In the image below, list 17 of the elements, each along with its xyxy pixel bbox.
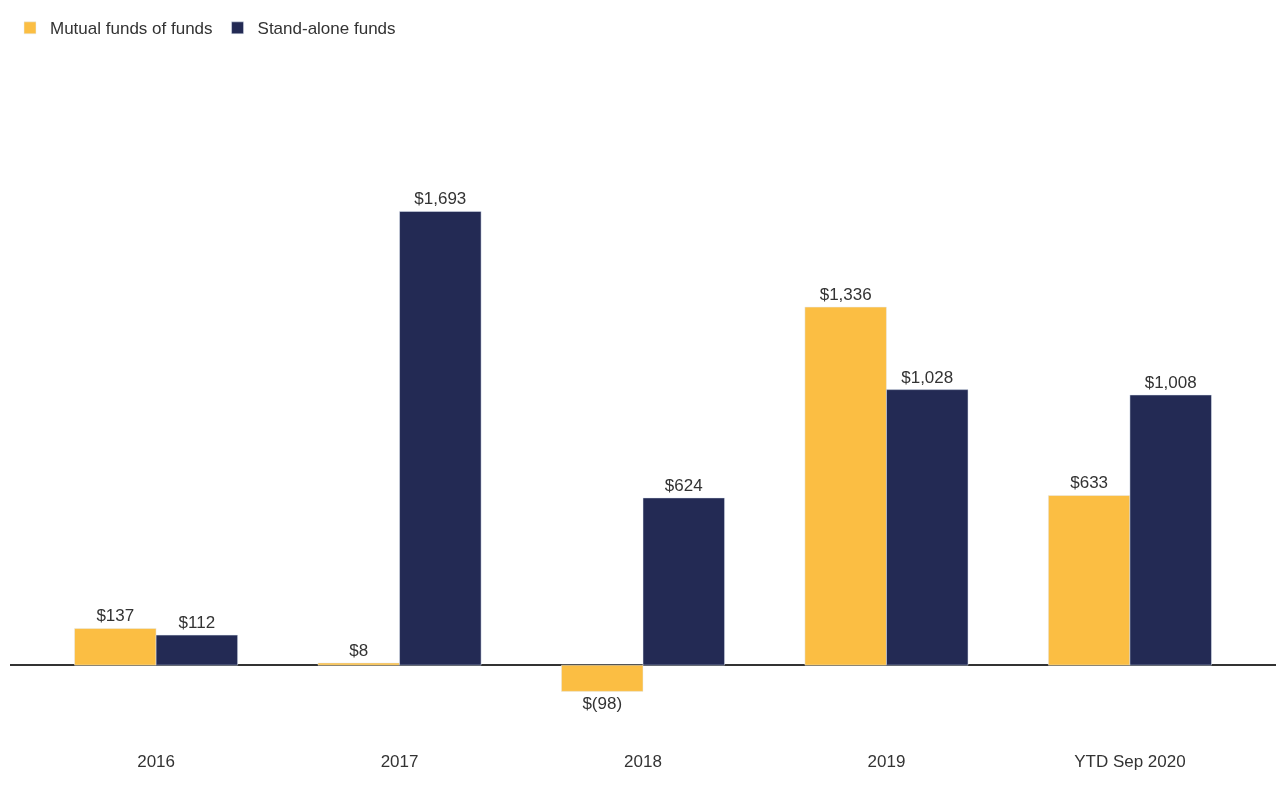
legend-label: Mutual funds of funds (50, 19, 213, 39)
data-label: $624 (664, 475, 703, 495)
data-label: $1,028 (901, 367, 954, 387)
x-tick-label: 2019 (867, 752, 906, 771)
legend-label: Stand-alone funds (257, 19, 396, 39)
x-tick-label: 2018 (624, 752, 662, 771)
x-tick-label: 2016 (137, 752, 175, 771)
x-tick-label: YTD Sep 2020 (1074, 752, 1186, 771)
data-label: $137 (96, 606, 135, 626)
x-tick-label: 2017 (380, 752, 419, 771)
data-label: $112 (178, 613, 216, 633)
data-label: $(98) (582, 694, 623, 714)
data-label: $8 (349, 640, 369, 660)
data-label: $1,336 (819, 285, 872, 305)
data-label: $633 (1070, 473, 1109, 493)
data-label: $1,008 (1144, 372, 1197, 392)
data-label: $1,693 (414, 189, 467, 209)
